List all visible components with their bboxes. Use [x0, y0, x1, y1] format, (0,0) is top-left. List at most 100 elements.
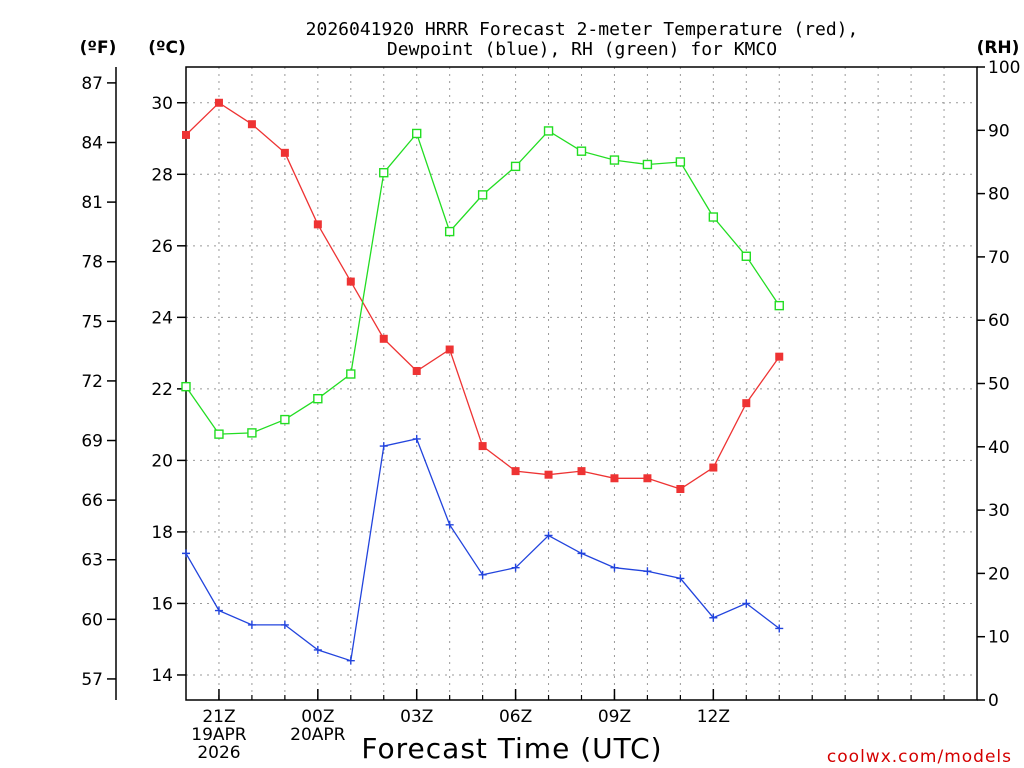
celsius-tick-label: 22: [151, 380, 173, 400]
temperature-point: [182, 130, 190, 139]
fahrenheit-tick-label: 63: [81, 551, 103, 571]
rh-point: [675, 157, 686, 167]
rh-point: [774, 300, 784, 311]
dewpoint-point: [775, 624, 784, 633]
x-tick-label: 21Z: [202, 707, 235, 727]
dewpoint-point: [445, 520, 454, 529]
dewpoint-point: [214, 606, 223, 615]
celsius-unit-label: (ºC): [148, 38, 186, 58]
dewpoint-point: [610, 563, 619, 572]
fahrenheit-unit-label: (ºF): [80, 38, 117, 58]
rh-point: [477, 190, 488, 200]
rh-point: [510, 161, 521, 172]
data-series: [181, 98, 784, 665]
dewpoint-point: [676, 574, 685, 583]
fahrenheit-tick-label: 60: [81, 610, 103, 630]
dewpoint-point: [280, 620, 289, 629]
rh-tick-label: 0: [988, 691, 999, 711]
celsius-tick-label: 18: [151, 523, 173, 543]
rh-tick-label: 30: [988, 501, 1010, 521]
dewpoint-point: [544, 531, 553, 540]
fahrenheit-tick-label: 57: [81, 670, 103, 690]
dewpoint-point: [247, 620, 256, 629]
rh-point: [741, 251, 751, 261]
rh-point: [412, 128, 422, 139]
temperature-point: [709, 463, 718, 472]
rh-tick-label: 100: [988, 58, 1020, 78]
rh-tick-label: 60: [988, 311, 1010, 331]
dewpoint-point: [577, 549, 586, 558]
fahrenheit-tick-label: 78: [81, 253, 103, 273]
x-tick-label: 2026: [197, 743, 240, 763]
celsius-tick-label: 28: [151, 165, 173, 185]
rh-tick-label: 50: [988, 375, 1010, 395]
celsius-tick-label: 24: [151, 308, 173, 328]
celsius-tick-label: 20: [151, 451, 173, 471]
rh-tick-label: 10: [988, 628, 1010, 648]
dewpoint-point: [709, 613, 718, 622]
temperature-point: [775, 352, 784, 361]
rh-tick-label: 40: [988, 438, 1010, 458]
temperature-point: [643, 474, 652, 483]
celsius-tick-label: 14: [151, 666, 173, 686]
temperature-point: [511, 467, 520, 476]
temperature-point: [313, 220, 322, 229]
rh-point: [543, 126, 554, 136]
x-tick-label: 00Z: [301, 707, 334, 727]
axes: 57 60 63 66 69 72 75 78 81 84 87 14 16 18 20 22 24 26 28 30…: [81, 58, 1020, 763]
x-axis-title: Forecast Time (UTC): [361, 732, 662, 765]
rh-point: [576, 146, 587, 156]
x-tick-label: 09Z: [598, 707, 631, 727]
x-tick-label: 19APR: [191, 725, 247, 745]
rh-point: [181, 381, 191, 392]
rh-point: [247, 428, 257, 438]
celsius-tick-label: 16: [151, 594, 173, 614]
rh-point: [642, 159, 653, 170]
temperature-point: [544, 470, 553, 479]
rh-point: [214, 429, 224, 439]
dewpoint-point: [313, 645, 322, 654]
temperature-point: [610, 474, 619, 483]
temperature-point: [214, 98, 223, 107]
temperature-point: [412, 366, 421, 375]
rh-tick-label: 80: [988, 185, 1010, 205]
fahrenheit-tick-label: 72: [81, 372, 103, 392]
x-tick-label: 03Z: [400, 707, 433, 727]
rh-point: [609, 155, 620, 165]
fahrenheit-tick-label: 66: [81, 491, 103, 511]
rh-tick-label: 70: [988, 248, 1010, 268]
temperature-point: [280, 148, 289, 157]
dewpoint-point: [412, 434, 421, 443]
rh-point: [280, 414, 290, 425]
fahrenheit-tick-label: 84: [81, 133, 103, 153]
temperature-point: [676, 485, 685, 493]
fahrenheit-tick-label: 87: [81, 74, 103, 94]
dewpoint-point: [643, 567, 652, 576]
rh-tick-label: 20: [988, 564, 1010, 584]
x-tick-label: 12Z: [697, 707, 730, 727]
rh-point: [379, 168, 389, 178]
dewpoint-point: [478, 570, 487, 579]
chart-title-line2: Dewpoint (blue), RH (green) for KMCO: [387, 39, 777, 60]
grid-lines: [186, 67, 977, 700]
rh-point: [708, 212, 719, 222]
dewpoint-point: [511, 563, 520, 572]
temperature-point: [742, 399, 751, 408]
x-tick-label: 06Z: [499, 707, 532, 727]
celsius-tick-label: 30: [151, 94, 173, 114]
rh-unit-label: (RH): [977, 38, 1020, 58]
chart-title-line1: 2026041920 HRRR Forecast 2-meter Tempera…: [306, 19, 859, 40]
dewpoint-point: [182, 549, 190, 558]
credit-label: coolwx.com/models: [827, 747, 1012, 767]
dewpoint-point: [742, 599, 751, 608]
dewpoint-point: [379, 442, 388, 451]
rh-point: [346, 369, 356, 379]
fahrenheit-tick-label: 69: [81, 432, 103, 452]
x-tick-label: 20APR: [290, 725, 346, 745]
celsius-tick-label: 26: [151, 237, 173, 257]
temperature-point: [577, 467, 586, 476]
rh-point: [444, 226, 455, 237]
dewpoint-point: [346, 656, 355, 665]
temperature-point: [445, 345, 454, 354]
